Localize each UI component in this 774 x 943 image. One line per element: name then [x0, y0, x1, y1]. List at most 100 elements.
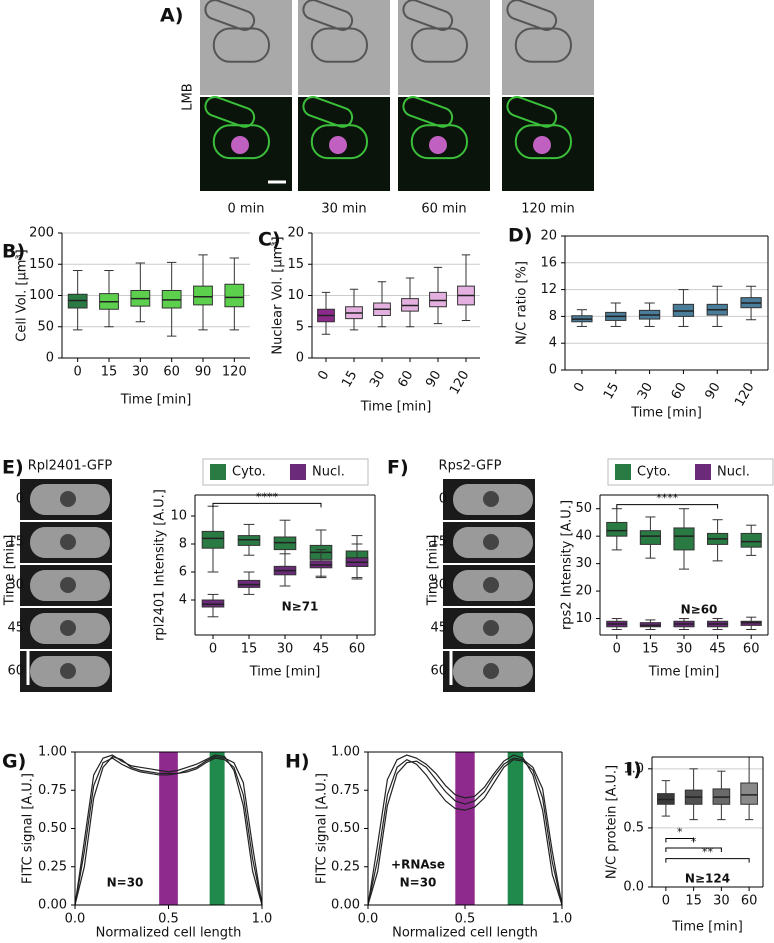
y-tick-label: 0.00 — [38, 898, 67, 913]
nucleus — [483, 534, 499, 550]
x-tick-label: 120 — [732, 380, 757, 409]
image-title: Rps2-GFP — [439, 459, 502, 474]
x-tick-label: 45 — [313, 642, 330, 657]
image-tile — [200, 0, 292, 95]
cell — [204, 0, 256, 31]
legend-swatch — [615, 464, 631, 480]
y-tick-label: 20 — [540, 229, 557, 244]
x-tick-label: 15 — [685, 894, 702, 909]
box — [193, 285, 213, 306]
nucleus — [429, 136, 447, 154]
y-tick-label: 0.75 — [331, 783, 360, 798]
x-tick-label: 120 — [222, 365, 247, 380]
y-tick-label: 0.75 — [38, 783, 67, 798]
y-tick-label: 40 — [575, 529, 592, 544]
image-tile — [298, 0, 390, 95]
x-tick-label: 60 — [669, 380, 690, 402]
note: N≥71 — [282, 600, 319, 614]
nucleus — [231, 136, 249, 154]
cell — [506, 96, 558, 128]
significance-label: ** — [702, 846, 714, 859]
panel-label: A) — [160, 5, 183, 27]
image-axis: Time [min] — [3, 535, 18, 607]
x-tick-label: 120 — [447, 368, 472, 397]
x-tick-label: 0.5 — [158, 912, 179, 927]
x-tick-label: 1.0 — [252, 912, 273, 927]
x-tick-label: 0.0 — [358, 912, 379, 927]
legend-label: Cyto. — [637, 465, 671, 480]
x-axis-label: Time [min] — [630, 406, 702, 421]
x-tick-label: 15 — [601, 380, 622, 402]
box — [201, 530, 225, 549]
y-axis-label: Nuclear Vol. [μm³] — [271, 236, 286, 354]
significance-bracket — [665, 858, 750, 863]
x-tick-label: 45 — [709, 642, 726, 657]
x-tick-label: 60 — [163, 365, 180, 380]
x-axis-label: Time [min] — [360, 400, 432, 415]
x-tick-label: 0 — [74, 365, 82, 380]
y-tick-label: 12 — [540, 282, 557, 297]
x-axis-label: Normalized cell length — [392, 926, 538, 941]
y-axis-label: N/C protein [A.U.] — [605, 765, 620, 879]
significance-label: * — [677, 826, 683, 839]
x-tick-label: 60 — [349, 642, 366, 657]
significance-bracket — [616, 504, 719, 509]
y-tick-label: 1.00 — [38, 745, 67, 760]
y-tick-label: 0 — [296, 351, 304, 366]
y-tick-label: 15 — [287, 257, 304, 272]
region-band — [455, 752, 475, 905]
significance-bracket — [665, 847, 722, 852]
x-tick-label: 60 — [743, 642, 760, 657]
x-tick-label: 90 — [195, 365, 212, 380]
y-tick-label: 50 — [575, 501, 592, 516]
x-axis-label: Time [min] — [120, 393, 192, 408]
panel-label: B) — [2, 241, 25, 263]
x-tick-label: 0.0 — [65, 912, 86, 927]
y-axis-label: Cell Vol. [μm³] — [15, 249, 30, 341]
significance-label: **** — [256, 490, 279, 503]
cell — [402, 0, 454, 31]
cell — [204, 96, 256, 128]
y-tick-label: 0 — [46, 351, 54, 366]
x-tick-label: 0 — [315, 368, 332, 383]
y-tick-label: 20 — [575, 584, 592, 599]
y-axis-label: N/C ratio [%] — [515, 261, 530, 345]
y-tick-label: 200 — [29, 226, 54, 241]
y-tick-label: 100 — [29, 288, 54, 303]
y-tick-label: 1.0 — [623, 761, 644, 776]
panel-label: F) — [387, 457, 409, 479]
image-time: 15 — [7, 535, 24, 550]
cell — [302, 96, 354, 128]
image-title: Rpl2401-GFP — [28, 459, 113, 474]
x-tick-label: 0 — [613, 642, 621, 657]
x-tick-label: 30 — [132, 365, 149, 380]
legend-label: Nucl. — [312, 465, 345, 480]
y-tick-label: 10 — [170, 509, 187, 524]
x-tick-label: 15 — [101, 365, 118, 380]
y-tick-label: 16 — [540, 255, 557, 270]
x-tick-label: 0 — [571, 380, 588, 395]
x-tick-label: 0 — [209, 642, 217, 657]
panel-label: I) — [626, 759, 642, 781]
nucleus — [60, 491, 76, 507]
y-axis-label: rpl2401 Intensity [A.U.] — [153, 489, 168, 641]
box — [639, 530, 661, 545]
y-axis-label: FITC signal [A.U.] — [21, 773, 36, 884]
box — [429, 291, 447, 308]
significance-label: **** — [656, 492, 679, 505]
y-tick-label: 0.50 — [38, 821, 67, 836]
y-tick-label: 0.25 — [38, 859, 67, 874]
image-time: 0 — [16, 492, 24, 507]
significance-label: * — [691, 835, 697, 848]
y-tick-label: 50 — [37, 319, 54, 334]
box — [740, 782, 758, 805]
box — [606, 521, 628, 537]
y-tick-label: 30 — [575, 556, 592, 571]
profile-line — [74, 755, 263, 906]
x-tick-label: 60 — [741, 894, 758, 909]
note: N≥124 — [685, 872, 730, 886]
image-time: 30 — [430, 578, 447, 593]
row-label: LMB — [181, 83, 196, 110]
nucleus — [329, 136, 347, 154]
panel-label: H) — [285, 751, 310, 773]
